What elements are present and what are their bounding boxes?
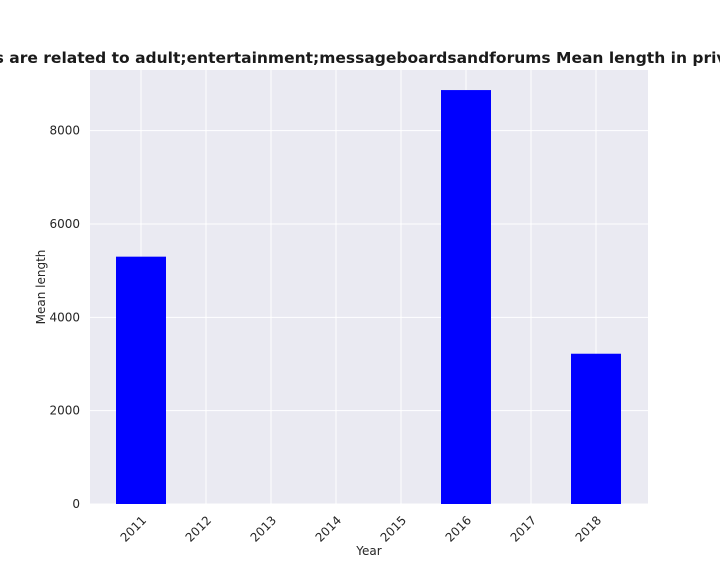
y-tick-label: 2000 xyxy=(49,404,80,418)
plot-area xyxy=(90,70,648,504)
x-tick-label: 2014 xyxy=(313,513,344,544)
x-tick-label: 2016 xyxy=(443,513,474,544)
y-tick-labels: 0 2000 4000 6000 8000 xyxy=(49,124,80,511)
x-tick-label: 2013 xyxy=(248,513,279,544)
bar-2016 xyxy=(441,90,491,505)
x-axis-label: Year xyxy=(355,544,381,558)
bar-2018 xyxy=(571,353,621,504)
bars xyxy=(116,90,621,505)
x-tick-labels: 2011 2012 2013 2014 2015 2016 2017 2018 xyxy=(118,513,604,544)
y-tick-label: 8000 xyxy=(49,124,80,138)
x-tick-label: 2017 xyxy=(508,513,539,544)
x-tick-label: 2012 xyxy=(183,513,214,544)
y-tick-label: 6000 xyxy=(49,217,80,231)
y-tick-label: 0 xyxy=(72,497,80,511)
bar-2011 xyxy=(116,256,166,504)
x-tick-label: 2018 xyxy=(573,513,604,544)
y-tick-label: 4000 xyxy=(49,310,80,324)
y-axis-label: Mean length xyxy=(34,250,48,325)
x-tick-label: 2011 xyxy=(118,513,149,544)
chart-title: Categories are related to adult;entertai… xyxy=(0,49,720,67)
x-tick-label: 2015 xyxy=(378,513,409,544)
